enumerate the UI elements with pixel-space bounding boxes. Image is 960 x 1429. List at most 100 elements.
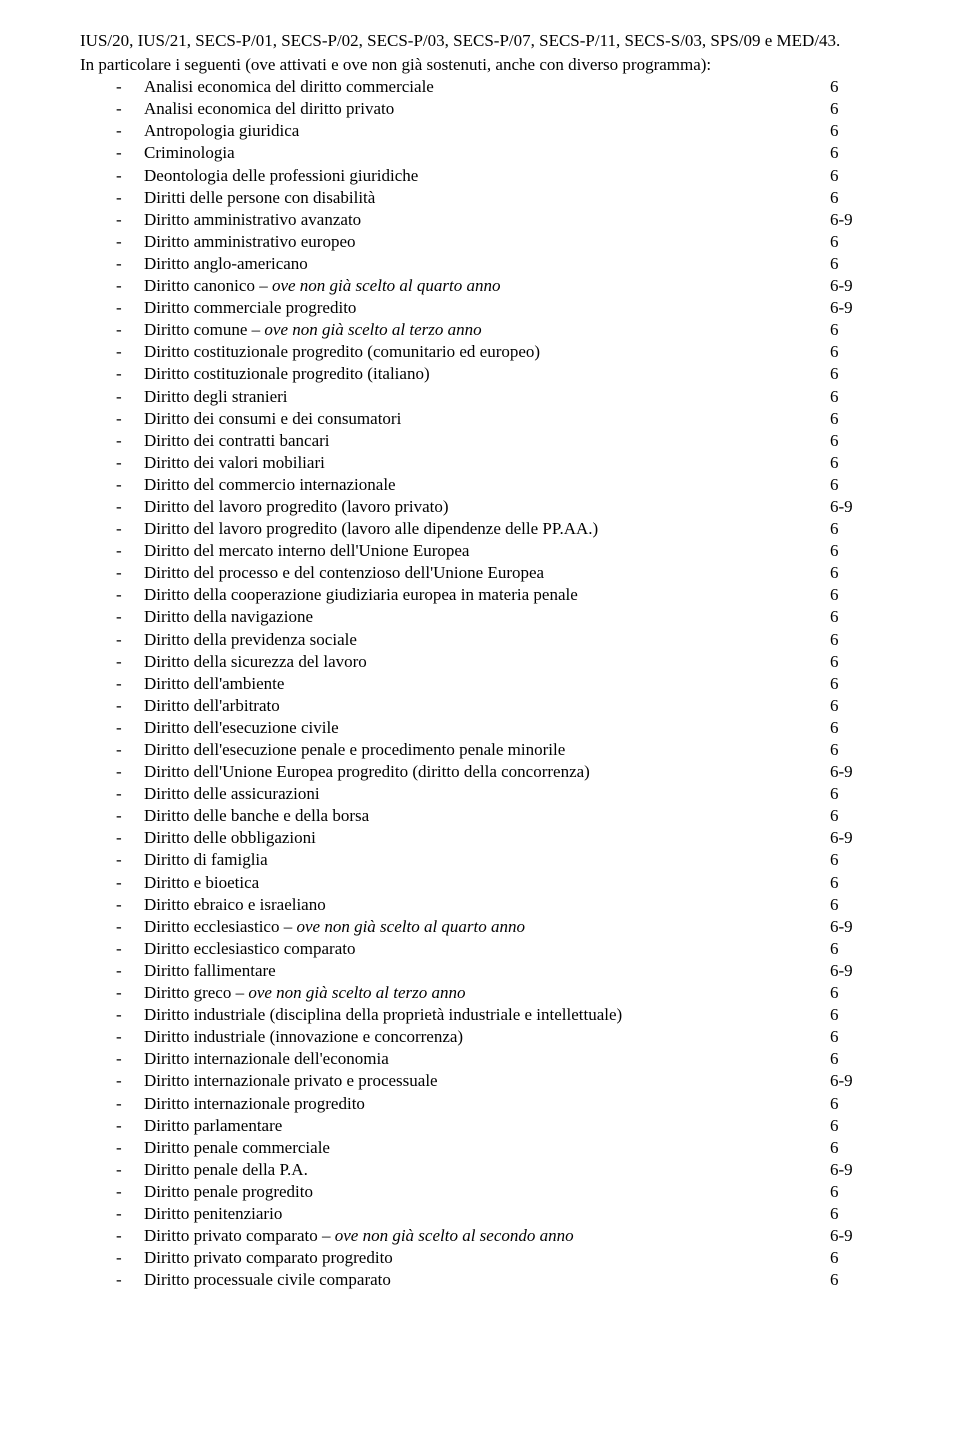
list-item-value: 6: [830, 1115, 880, 1137]
list-dash: -: [116, 629, 144, 651]
list-item-value: 6-9: [830, 209, 880, 231]
list-item: -Diritto del lavoro progredito (lavoro p…: [80, 496, 880, 518]
list-dash: -: [116, 1269, 144, 1291]
list-dash: -: [116, 849, 144, 871]
list-item-value: 6: [830, 717, 880, 739]
list-item-value: 6: [830, 165, 880, 187]
list-item-label: Diritto ecclesiastico comparato: [144, 938, 830, 960]
list-item: -Diritto penale progredito6: [80, 1181, 880, 1203]
list-item-label: Diritto dell'Unione Europea progredito (…: [144, 761, 830, 783]
list-item-value: 6: [830, 783, 880, 805]
list-item: -Diritti delle persone con disabilità6: [80, 187, 880, 209]
list-dash: -: [116, 761, 144, 783]
list-dash: -: [116, 452, 144, 474]
list-item-value: 6: [830, 120, 880, 142]
list-dash: -: [116, 363, 144, 385]
list-item: -Diritto greco – ove non già scelto al t…: [80, 982, 880, 1004]
list-item: -Diritto fallimentare6-9: [80, 960, 880, 982]
list-item-value: 6-9: [830, 960, 880, 982]
list-item-label: Diritto degli stranieri: [144, 386, 830, 408]
list-dash: -: [116, 76, 144, 98]
list-dash: -: [116, 1026, 144, 1048]
list-item-label: Diritto ebraico e israeliano: [144, 894, 830, 916]
list-item-value: 6: [830, 1269, 880, 1291]
list-item-label: Diritto amministrativo avanzato: [144, 209, 830, 231]
list-item-note: ove non già scelto al quarto anno: [272, 276, 501, 295]
list-item: -Diritto dell'Unione Europea progredito …: [80, 761, 880, 783]
list-item-label: Diritto dei consumi e dei consumatori: [144, 408, 830, 430]
list-dash: -: [116, 894, 144, 916]
list-item-label: Diritto canonico – ove non già scelto al…: [144, 275, 830, 297]
list-item-label: Diritto privato comparato progredito: [144, 1247, 830, 1269]
list-item: -Diritto della sicurezza del lavoro6: [80, 651, 880, 673]
list-dash: -: [116, 297, 144, 319]
list-item-value: 6: [830, 319, 880, 341]
list-dash: -: [116, 496, 144, 518]
list-item: -Diritto del processo e del contenzioso …: [80, 562, 880, 584]
list-item: -Diritto penitenziario6: [80, 1203, 880, 1225]
list-item-value: 6: [830, 76, 880, 98]
list-item-label: Diritto del processo e del contenzioso d…: [144, 562, 830, 584]
list-item: -Diritto amministrativo europeo6: [80, 231, 880, 253]
list-item-value: 6: [830, 1093, 880, 1115]
list-dash: -: [116, 916, 144, 938]
list-dash: -: [116, 518, 144, 540]
list-dash: -: [116, 408, 144, 430]
list-dash: -: [116, 1137, 144, 1159]
list-item-label: Diritto internazionale privato e process…: [144, 1070, 830, 1092]
list-item: -Diritto del mercato interno dell'Unione…: [80, 540, 880, 562]
list-dash: -: [116, 98, 144, 120]
list-item-label: Diritto del mercato interno dell'Unione …: [144, 540, 830, 562]
list-item: -Diritto processuale civile comparato6: [80, 1269, 880, 1291]
list-dash: -: [116, 319, 144, 341]
list-item: -Criminologia6: [80, 142, 880, 164]
list-dash: -: [116, 275, 144, 297]
list-item-value: 6: [830, 187, 880, 209]
list-item-value: 6-9: [830, 275, 880, 297]
list-item: -Diritto del commercio internazionale6: [80, 474, 880, 496]
list-item: -Diritto ecclesiastico comparato6: [80, 938, 880, 960]
list-item-label: Diritto dell'ambiente: [144, 673, 830, 695]
list-item-value: 6-9: [830, 827, 880, 849]
list-item: -Diritto ecclesiastico – ove non già sce…: [80, 916, 880, 938]
list-item-label: Diritto costituzionale progredito (itali…: [144, 363, 830, 385]
list-item-value: 6-9: [830, 297, 880, 319]
list-item-value: 6-9: [830, 1225, 880, 1247]
list-item-value: 6-9: [830, 496, 880, 518]
list-item-label: Diritto dell'esecuzione penale e procedi…: [144, 739, 830, 761]
list-item-label: Diritto delle assicurazioni: [144, 783, 830, 805]
list-item-value: 6: [830, 1004, 880, 1026]
list-dash: -: [116, 187, 144, 209]
list-item-value: 6: [830, 673, 880, 695]
list-item-label: Diritto amministrativo europeo: [144, 231, 830, 253]
list-item-value: 6: [830, 651, 880, 673]
list-dash: -: [116, 982, 144, 1004]
list-item-value: 6: [830, 231, 880, 253]
list-item-value: 6: [830, 1137, 880, 1159]
list-item-value: 6: [830, 629, 880, 651]
list-item: -Diritto commerciale progredito6-9: [80, 297, 880, 319]
list-item-label: Deontologia delle professioni giuridiche: [144, 165, 830, 187]
list-item: -Diritto internazionale privato e proces…: [80, 1070, 880, 1092]
list-dash: -: [116, 165, 144, 187]
list-item-value: 6: [830, 1203, 880, 1225]
list-item-note: ove non già scelto al quarto anno: [296, 917, 525, 936]
list-dash: -: [116, 938, 144, 960]
list-item: -Diritto delle assicurazioni6: [80, 783, 880, 805]
list-item-label: Diritto dell'esecuzione civile: [144, 717, 830, 739]
list-dash: -: [116, 386, 144, 408]
list-item-value: 6: [830, 1048, 880, 1070]
list-item-value: 6: [830, 142, 880, 164]
list-item-label: Diritto della sicurezza del lavoro: [144, 651, 830, 673]
list-item-label: Diritto industriale (disciplina della pr…: [144, 1004, 830, 1026]
list-item-value: 6: [830, 253, 880, 275]
list-item-label: Diritto della navigazione: [144, 606, 830, 628]
list-item: -Diritto comune – ove non già scelto al …: [80, 319, 880, 341]
list-item: -Diritto internazionale dell'economia6: [80, 1048, 880, 1070]
list-item-label: Diritto penale commerciale: [144, 1137, 830, 1159]
list-item: -Diritto di famiglia6: [80, 849, 880, 871]
list-dash: -: [116, 1115, 144, 1137]
list-item-note: ove non già scelto al terzo anno: [264, 320, 481, 339]
list-item-label: Antropologia giuridica: [144, 120, 830, 142]
list-item-value: 6: [830, 452, 880, 474]
